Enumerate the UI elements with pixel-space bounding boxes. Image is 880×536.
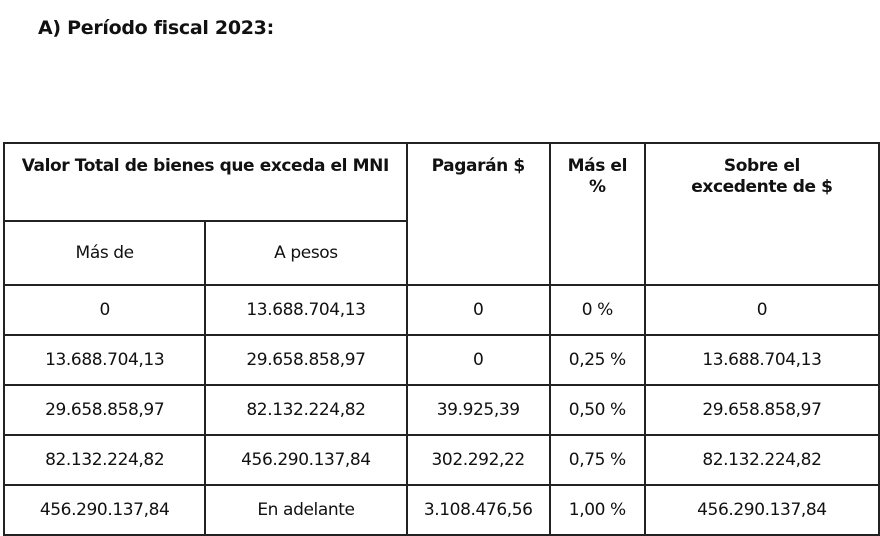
- tax-brackets-table: Valor Total de bienes que exceda el MNI …: [2, 142, 880, 536]
- cell-porcentaje: 0,50 %: [548, 384, 646, 436]
- cell-pagaran: 0: [405, 284, 551, 336]
- cell-pagaran: 0: [405, 334, 551, 386]
- cell-a-pesos: 29.658.858,97: [204, 334, 408, 386]
- cell-sobre-excedente: 13.688.704,13: [643, 334, 880, 386]
- subheader-a-pesos: A pesos: [204, 220, 408, 286]
- cell-mas-de: 29.658.858,97: [2, 384, 207, 436]
- cell-a-pesos: 456.290.137,84: [204, 434, 408, 486]
- cell-sobre-excedente: 29.658.858,97: [643, 384, 880, 436]
- section-title: A) Período fiscal 2023:: [38, 17, 274, 39]
- table-row: 13.688.704,13 29.658.858,97 0 0,25 % 13.688.…: [2, 334, 880, 386]
- cell-mas-de: 82.132.224,82: [2, 434, 207, 486]
- cell-pagaran: 3.108.476,56: [405, 484, 551, 536]
- cell-porcentaje: 0,25 %: [548, 334, 646, 386]
- header-pagaran: Pagarán $: [405, 142, 551, 286]
- cell-pagaran: 39.925,39: [405, 384, 551, 436]
- cell-porcentaje: 0,75 %: [548, 434, 646, 486]
- table-row: 0 13.688.704,13 0 0 % 0: [2, 284, 880, 336]
- cell-porcentaje: 1,00 %: [548, 484, 646, 536]
- table-row: 82.132.224,82 456.290.137,84 302.292,22 0,7…: [2, 434, 880, 486]
- subheader-mas-de: Más de: [2, 220, 207, 286]
- cell-sobre-excedente: 0: [643, 284, 880, 336]
- cell-pagaran: 302.292,22: [405, 434, 551, 486]
- table-row: 456.290.137,84 En adelante 3.108.476,56 1,0…: [2, 484, 880, 536]
- cell-a-pesos: 82.132.224,82: [204, 384, 408, 436]
- table-row: 29.658.858,97 82.132.224,82 39.925,39 0,50 …: [2, 384, 880, 436]
- cell-mas-de: 0: [2, 284, 207, 336]
- header-mas-el-porcentaje: Más el %: [548, 142, 646, 286]
- cell-sobre-excedente: 456.290.137,84: [643, 484, 880, 536]
- cell-a-pesos: En adelante: [204, 484, 408, 536]
- cell-mas-de: 13.688.704,13: [2, 334, 207, 386]
- cell-porcentaje: 0 %: [548, 284, 646, 336]
- cell-a-pesos: 13.688.704,13: [204, 284, 408, 336]
- header-valor-total: Valor Total de bienes que exceda el MNI: [3, 142, 408, 222]
- cell-sobre-excedente: 82.132.224,82: [643, 434, 880, 486]
- header-sobre-excedente: Sobre el excedente de $: [643, 142, 880, 286]
- cell-mas-de: 456.290.137,84: [2, 484, 207, 536]
